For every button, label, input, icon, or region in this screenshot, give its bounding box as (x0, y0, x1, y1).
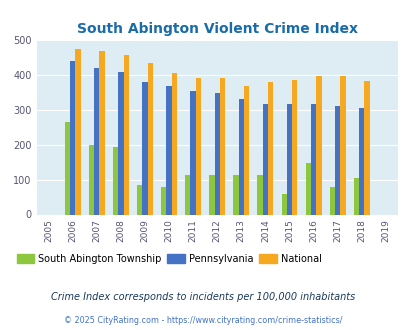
Bar (123, 55, 128, 214)
Bar (364, 81, 369, 214)
Legend: South Abington Township, Pennsylvania, National: South Abington Township, Pennsylvania, N… (13, 249, 324, 267)
Text: © 2025 CityRating.com - https://www.cityrating.com/crime-statistics/: © 2025 CityRating.com - https://www.city… (64, 316, 341, 325)
Text: Crime Index corresponds to incidents per 100,000 inhabitants: Crime Index corresponds to incidents per… (51, 292, 354, 302)
Bar (99, 51, 104, 214)
Bar (147, 63, 153, 214)
Bar (238, 99, 243, 214)
Bar (329, 186, 334, 214)
Bar (315, 76, 321, 214)
Bar (136, 185, 142, 214)
Bar (353, 179, 358, 214)
Bar (118, 72, 123, 215)
Bar (292, 80, 297, 214)
Bar (339, 76, 345, 214)
Bar (142, 82, 147, 214)
Bar (257, 175, 262, 214)
Bar (305, 163, 310, 214)
Bar (64, 122, 70, 214)
Bar (70, 61, 75, 214)
Bar (171, 73, 177, 215)
Bar (220, 78, 225, 214)
Bar (89, 145, 94, 214)
Bar (214, 93, 220, 214)
Bar (75, 49, 81, 214)
Bar (94, 68, 99, 215)
Bar (286, 104, 292, 214)
Bar (310, 104, 315, 214)
Bar (161, 187, 166, 214)
Bar (334, 106, 339, 214)
Bar (190, 91, 195, 214)
Bar (243, 86, 249, 214)
Bar (267, 82, 273, 214)
Bar (113, 147, 118, 214)
Bar (262, 104, 267, 214)
Bar (358, 108, 364, 214)
Bar (209, 175, 214, 214)
Bar (185, 175, 190, 214)
Bar (233, 175, 238, 214)
Bar (195, 78, 200, 214)
Bar (281, 194, 286, 214)
Title: South Abington Violent Crime Index: South Abington Violent Crime Index (77, 22, 357, 36)
Bar (166, 86, 171, 214)
